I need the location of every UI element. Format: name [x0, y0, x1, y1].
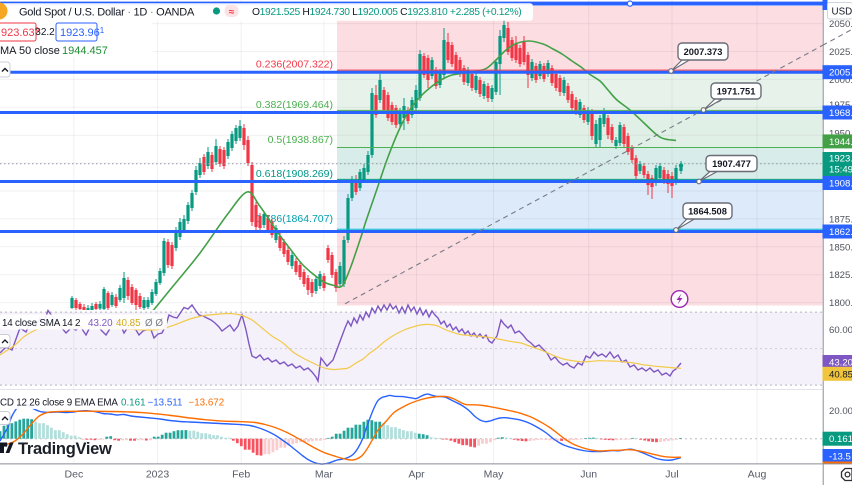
svg-text:-13.5: -13.5	[829, 452, 851, 463]
svg-text:Gold Spot / U.S. Dollar · 1D ·: Gold Spot / U.S. Dollar · 1D · OANDA	[19, 7, 195, 19]
svg-text:40.85: 40.85	[116, 318, 141, 329]
svg-text:1950: 1950	[829, 129, 850, 140]
svg-text:MA 50 close: MA 50 close	[0, 45, 60, 57]
svg-text:Dec: Dec	[65, 469, 84, 481]
svg-text:1907.477: 1907.477	[712, 159, 751, 169]
svg-text:May: May	[484, 469, 505, 481]
svg-text:2025.: 2025.	[829, 47, 852, 58]
svg-text:Jun: Jun	[580, 469, 597, 481]
svg-text:USD: USD	[832, 7, 852, 18]
svg-text:TradingView: TradingView	[18, 440, 112, 458]
svg-text:1971.751: 1971.751	[717, 87, 756, 97]
svg-text:0.236(2007.322): 0.236(2007.322)	[256, 59, 333, 71]
svg-text:1968.: 1968.	[829, 108, 852, 119]
svg-text:0.5(1938.867): 0.5(1938.867)	[268, 134, 333, 146]
svg-text:≈: ≈	[229, 7, 235, 18]
svg-text:0.161: 0.161	[121, 398, 146, 409]
svg-text:Feb: Feb	[232, 469, 250, 481]
svg-text:Mar: Mar	[315, 469, 334, 481]
svg-text:1944.: 1944.	[829, 137, 852, 148]
svg-text:2007.373: 2007.373	[684, 47, 723, 57]
svg-text:2050.: 2050.	[829, 19, 852, 30]
svg-text:1800.: 1800.	[829, 298, 852, 309]
svg-text:40.85: 40.85	[829, 369, 852, 380]
svg-text:15:49: 15:49	[829, 165, 852, 176]
svg-text:60.00: 60.00	[829, 325, 852, 336]
svg-text:O1921.525 H1924.730 L1920.005: O1921.525 H1924.730 L1920.005 C1923.810 …	[252, 7, 521, 18]
svg-text:0.786(1864.707): 0.786(1864.707)	[256, 213, 333, 225]
svg-text:1864.508: 1864.508	[688, 207, 727, 217]
svg-text:1908.: 1908.	[829, 179, 852, 190]
svg-text:Jul: Jul	[665, 469, 678, 481]
svg-text:−13.511: −13.511	[148, 398, 183, 409]
svg-text:0.161: 0.161	[829, 434, 852, 445]
svg-text:Aug: Aug	[748, 469, 767, 481]
svg-text:0.382(1969.464): 0.382(1969.464)	[256, 99, 333, 111]
svg-text:20.00: 20.00	[829, 406, 852, 417]
svg-text:−13.672: −13.672	[189, 398, 225, 409]
svg-text:1862.: 1862.	[829, 227, 852, 238]
svg-text:1923.961: 1923.961	[60, 26, 105, 39]
svg-text:1850.: 1850.	[829, 242, 852, 253]
svg-text:0.618(1908.269): 0.618(1908.269)	[256, 168, 333, 180]
svg-text:CD 12 26 close 9 EMA EMA: CD 12 26 close 9 EMA EMA	[0, 398, 118, 409]
svg-text:2005.: 2005.	[829, 68, 852, 79]
svg-text:2000.: 2000.	[829, 75, 852, 86]
svg-text:Apr: Apr	[408, 469, 425, 481]
svg-text:32.2: 32.2	[35, 27, 55, 38]
svg-text:43.20: 43.20	[88, 318, 113, 329]
svg-text:923.639: 923.639	[1, 26, 40, 39]
svg-text:1875.: 1875.	[829, 214, 852, 225]
svg-text:14 close SMA 14 2: 14 close SMA 14 2	[2, 318, 80, 329]
svg-text:43.20: 43.20	[829, 358, 852, 369]
svg-text:1923.8: 1923.8	[829, 154, 852, 165]
svg-text:1944.457: 1944.457	[62, 45, 108, 57]
svg-text:1825.: 1825.	[829, 270, 852, 281]
svg-text:2023: 2023	[146, 469, 170, 481]
svg-text:Ø Ø: Ø Ø	[145, 318, 163, 329]
